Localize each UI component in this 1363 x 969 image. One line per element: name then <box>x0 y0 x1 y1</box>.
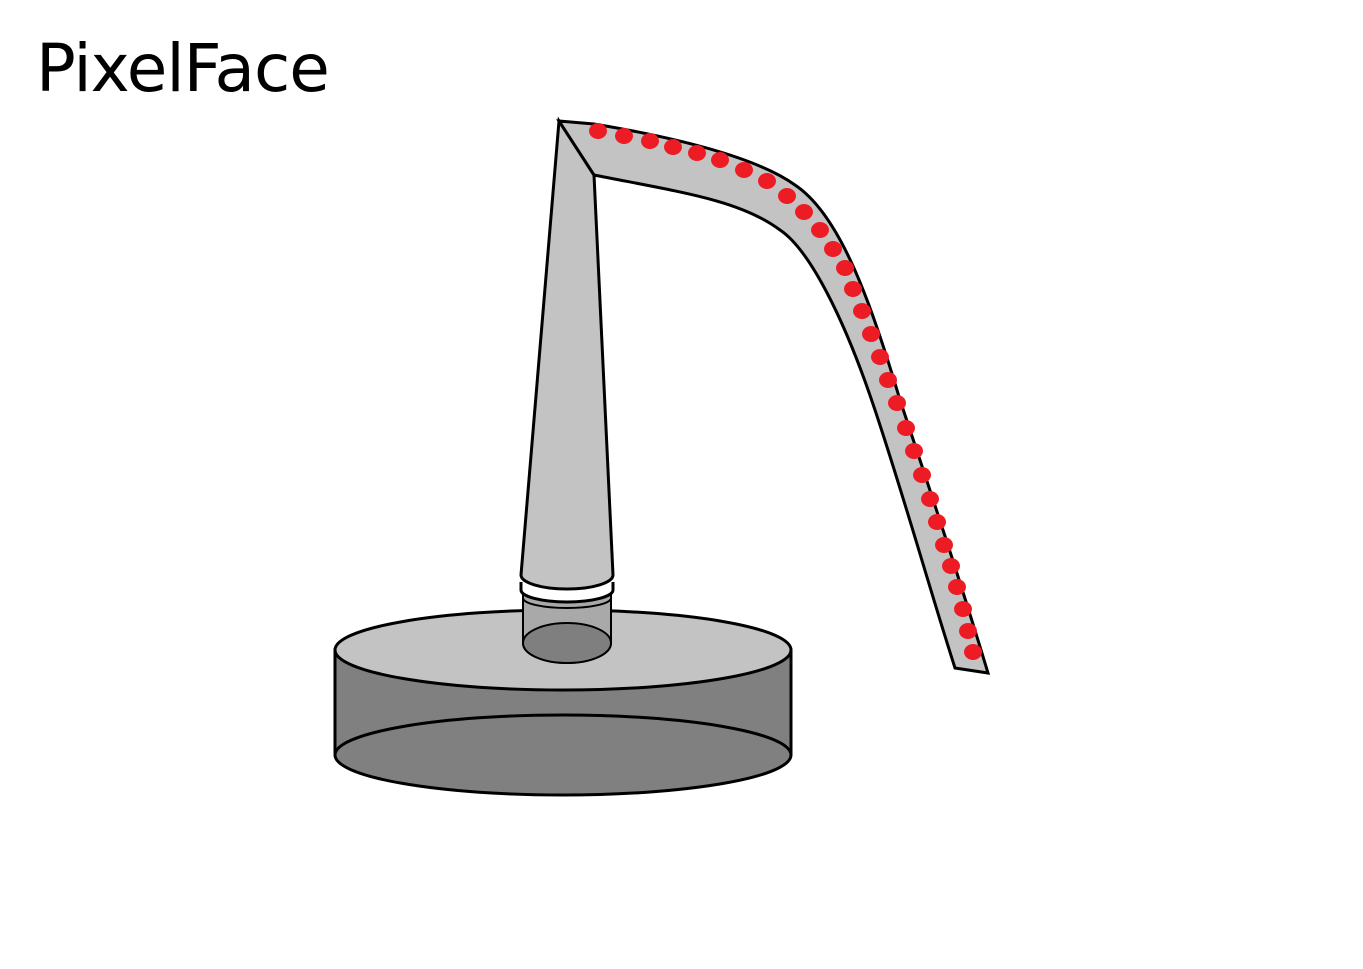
led-dot <box>921 491 939 507</box>
led-dot <box>871 349 889 365</box>
led-dot <box>664 139 682 155</box>
led-dot <box>735 162 753 178</box>
page-title: PixelFace <box>36 30 330 107</box>
led-dot <box>862 326 880 342</box>
led-dot <box>888 395 906 411</box>
led-dot <box>688 145 706 161</box>
led-dot <box>711 152 729 168</box>
led-dot <box>824 241 842 257</box>
stem <box>519 116 615 591</box>
arm <box>556 119 991 675</box>
led-dot <box>778 188 796 204</box>
led-dots <box>589 123 982 660</box>
led-dot <box>897 420 915 436</box>
led-dot <box>913 467 931 483</box>
led-dot <box>954 601 972 617</box>
led-dot <box>615 128 633 144</box>
led-dot <box>853 303 871 319</box>
led-dot <box>758 173 776 189</box>
led-dot <box>959 623 977 639</box>
led-dot <box>942 558 960 574</box>
base-bottom-rim <box>333 713 793 756</box>
led-dot <box>836 260 854 276</box>
led-dot <box>948 579 966 595</box>
led-dot <box>905 443 923 459</box>
led-dot <box>641 133 659 149</box>
led-dot <box>589 123 607 139</box>
led-dot <box>795 204 813 220</box>
led-dot <box>964 644 982 660</box>
stem-socket <box>522 591 612 664</box>
led-dot <box>935 537 953 553</box>
led-dot <box>928 514 946 530</box>
led-dot <box>811 222 829 238</box>
led-dot <box>879 372 897 388</box>
led-dot <box>844 281 862 297</box>
